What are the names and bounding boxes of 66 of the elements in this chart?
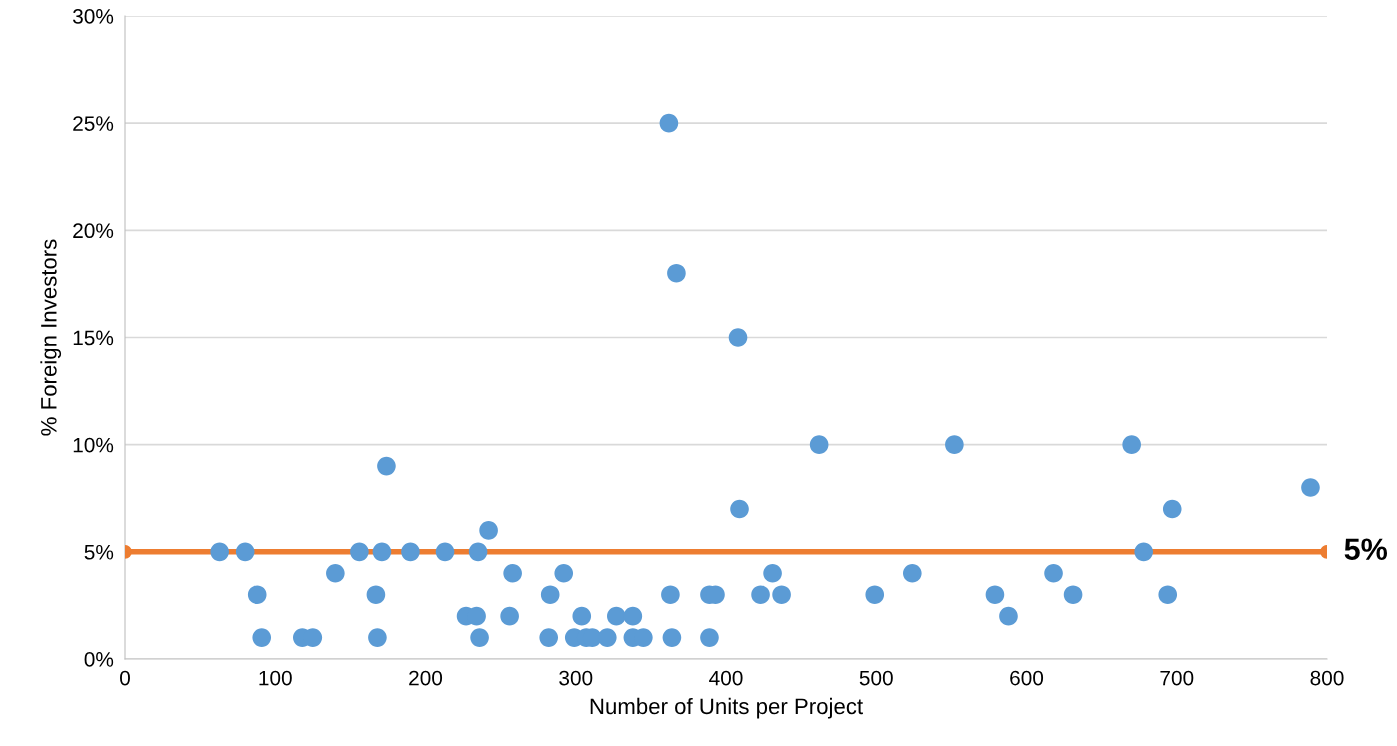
point xyxy=(1044,563,1063,583)
x-tick-label: 0 xyxy=(120,670,130,686)
point xyxy=(730,499,749,519)
point xyxy=(470,628,489,647)
point xyxy=(1134,542,1154,562)
y-tick-label: 20% xyxy=(73,223,114,239)
point xyxy=(945,435,964,454)
point xyxy=(503,563,522,583)
point xyxy=(350,542,369,562)
y-tick-label: 10% xyxy=(73,437,114,453)
point xyxy=(572,606,592,626)
annotation: 5% xyxy=(1344,538,1388,561)
point xyxy=(667,263,686,283)
point xyxy=(252,628,272,647)
point xyxy=(607,606,626,626)
point xyxy=(210,542,229,562)
point xyxy=(247,585,267,605)
point xyxy=(540,585,560,605)
point xyxy=(999,606,1018,626)
point xyxy=(662,628,682,647)
point xyxy=(326,563,345,583)
point xyxy=(985,585,1005,605)
point xyxy=(661,585,680,605)
point xyxy=(623,606,643,626)
point xyxy=(728,328,748,347)
x-tick-label: 100 xyxy=(259,670,292,686)
point xyxy=(597,628,617,647)
point xyxy=(1122,435,1141,454)
x-tick-label: 400 xyxy=(709,670,743,686)
x-tick-label: 700 xyxy=(1160,670,1194,686)
x-tick-label: 200 xyxy=(409,670,443,686)
point xyxy=(372,542,392,562)
point xyxy=(772,585,791,605)
point xyxy=(1301,478,1320,497)
y-tick-label: 5% xyxy=(84,544,114,560)
point xyxy=(368,628,387,647)
point xyxy=(865,585,885,605)
y-axis-title: % Foreign Investors xyxy=(40,239,62,436)
y-tick-label: 0% xyxy=(84,652,114,667)
point xyxy=(700,628,719,647)
point xyxy=(751,585,770,605)
point xyxy=(366,585,386,605)
point xyxy=(902,563,922,583)
point xyxy=(401,542,420,562)
point xyxy=(539,628,559,647)
x-tick-label: 600 xyxy=(1010,670,1044,686)
point xyxy=(1158,585,1178,605)
point xyxy=(809,435,829,454)
y-tick-label: 15% xyxy=(73,330,114,346)
point xyxy=(235,542,255,562)
point xyxy=(763,563,782,583)
y-tick-label: 25% xyxy=(73,116,114,131)
point xyxy=(479,521,498,540)
x-tick-label: 300 xyxy=(559,670,593,686)
point xyxy=(554,563,574,583)
point xyxy=(435,542,455,562)
point xyxy=(1162,499,1182,519)
point xyxy=(659,113,679,133)
y-tick-label: 30% xyxy=(72,9,114,24)
point xyxy=(468,542,488,562)
x-tick-label: 800 xyxy=(1310,670,1344,686)
point xyxy=(1063,585,1083,605)
point xyxy=(377,456,396,476)
x-axis-title: Number of Units per Project xyxy=(590,697,863,719)
x-tick-label: 500 xyxy=(859,670,893,686)
point xyxy=(500,606,519,626)
